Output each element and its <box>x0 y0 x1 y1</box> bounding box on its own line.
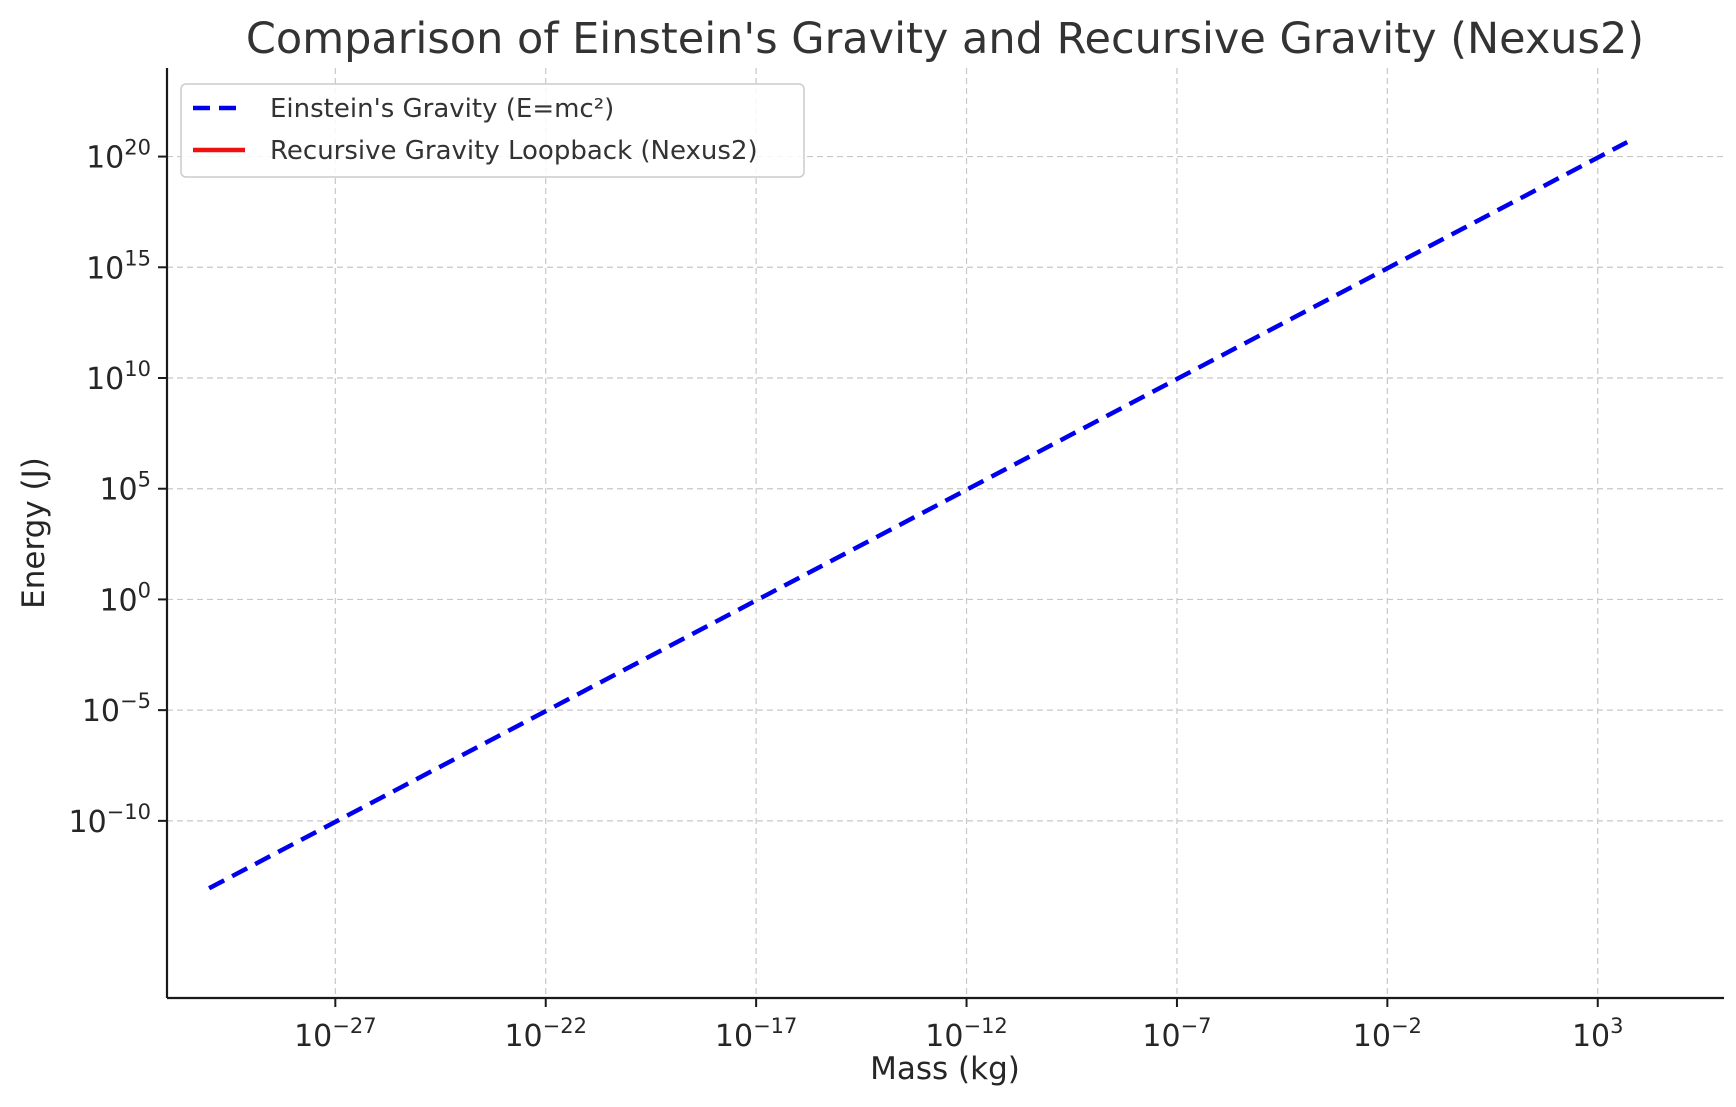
chart-title: Comparison of Einstein's Gravity and Rec… <box>246 14 1644 64</box>
x-tick-label-base: 10 <box>715 1019 753 1054</box>
series-line-0 <box>208 140 1629 891</box>
y-tick-label: 105 <box>99 468 151 508</box>
y-tick-label-base: 10 <box>68 805 106 840</box>
legend: Einstein's Gravity (E=mc²) Recursive Gra… <box>180 83 805 178</box>
x-tick-label-exponent: −2 <box>1391 1014 1422 1038</box>
x-tick-label-exponent: 3 <box>1610 1014 1623 1038</box>
y-tick-label: 10−10 <box>68 800 151 840</box>
x-tick-layer: 10−27 10−22 10−17 10−12 10−7 10−2 103 <box>294 998 1624 1054</box>
y-axis-label: Energy (J) <box>16 457 52 609</box>
y-tick-label-exponent: 5 <box>138 468 151 492</box>
y-tick-label-base: 10 <box>99 583 137 618</box>
y-tick-label: 100 <box>99 578 151 618</box>
y-tick-label-exponent: 10 <box>124 357 151 381</box>
y-tick-label-base: 10 <box>82 694 120 729</box>
legend-label-recursive: Recursive Gravity Loopback (Nexus2) <box>270 136 758 166</box>
x-tick-label-base: 10 <box>1572 1019 1610 1054</box>
y-tick-label-exponent: −10 <box>107 800 151 824</box>
x-tick-label-base: 10 <box>294 1019 332 1054</box>
y-tick-label: 1015 <box>86 246 151 286</box>
x-tick-label: 10−27 <box>294 1014 377 1054</box>
x-tick-label: 10−7 <box>1142 1014 1211 1054</box>
x-tick-label-base: 10 <box>1142 1019 1180 1054</box>
x-axis-label: Mass (kg) <box>870 1051 1020 1087</box>
x-tick-label-base: 10 <box>1353 1019 1391 1054</box>
x-tick-label-base: 10 <box>504 1019 542 1054</box>
x-tick-label-exponent: −17 <box>753 1014 797 1038</box>
legend-box <box>180 83 805 178</box>
y-tick-label-exponent: 20 <box>124 136 151 160</box>
x-tick-label-exponent: −12 <box>963 1014 1007 1038</box>
x-tick-label: 10−2 <box>1353 1014 1422 1054</box>
x-tick-label: 103 <box>1572 1014 1624 1054</box>
x-tick-label-exponent: −27 <box>332 1014 376 1038</box>
y-tick-label-exponent: 15 <box>124 246 151 270</box>
y-tick-label: 10−5 <box>82 689 151 729</box>
axes-layer <box>165 68 1724 1000</box>
x-tick-label: 10−12 <box>925 1014 1008 1054</box>
x-tick-label-base: 10 <box>925 1019 963 1054</box>
y-tick-label-exponent: 0 <box>138 578 151 602</box>
y-tick-label: 1010 <box>86 357 151 397</box>
legend-label-einstein: Einstein's Gravity (E=mc²) <box>270 94 614 124</box>
y-tick-label: 1020 <box>86 136 151 176</box>
series-layer <box>208 140 1629 891</box>
x-tick-label-exponent: −7 <box>1181 1014 1212 1038</box>
grid-layer <box>167 68 1724 998</box>
y-tick-label-exponent: −5 <box>120 689 151 713</box>
y-tick-label-base: 10 <box>86 362 124 397</box>
y-tick-label-base: 10 <box>86 141 124 176</box>
y-tick-label-base: 10 <box>86 251 124 286</box>
x-tick-label: 10−17 <box>715 1014 798 1054</box>
x-tick-label-exponent: −22 <box>543 1014 587 1038</box>
x-tick-label: 10−22 <box>504 1014 587 1054</box>
y-tick-label-base: 10 <box>99 473 137 508</box>
